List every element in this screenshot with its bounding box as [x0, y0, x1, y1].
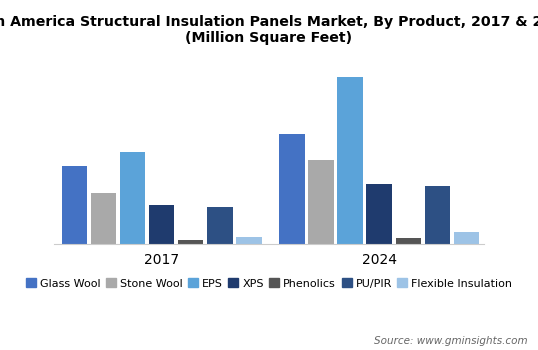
Bar [178, 240, 203, 244]
Title: North America Structural Insulation Panels Market, By Product, 2017 & 2024,
(Mil: North America Structural Insulation Pane… [0, 15, 538, 45]
Bar [337, 77, 363, 244]
Bar [366, 184, 392, 244]
Bar [61, 166, 87, 244]
Bar [395, 238, 421, 244]
Text: Source: www.gminsights.com: Source: www.gminsights.com [373, 336, 527, 346]
Bar [236, 237, 261, 244]
Bar [308, 160, 334, 244]
Bar [207, 207, 232, 244]
Bar [91, 193, 116, 244]
Bar [120, 152, 145, 244]
Bar [454, 232, 479, 244]
Bar [424, 186, 450, 244]
Bar [279, 134, 305, 244]
Legend: Glass Wool, Stone Wool, EPS, XPS, Phenolics, PU/PIR, Flexible Insulation: Glass Wool, Stone Wool, EPS, XPS, Phenol… [22, 274, 516, 293]
Bar [149, 205, 174, 244]
